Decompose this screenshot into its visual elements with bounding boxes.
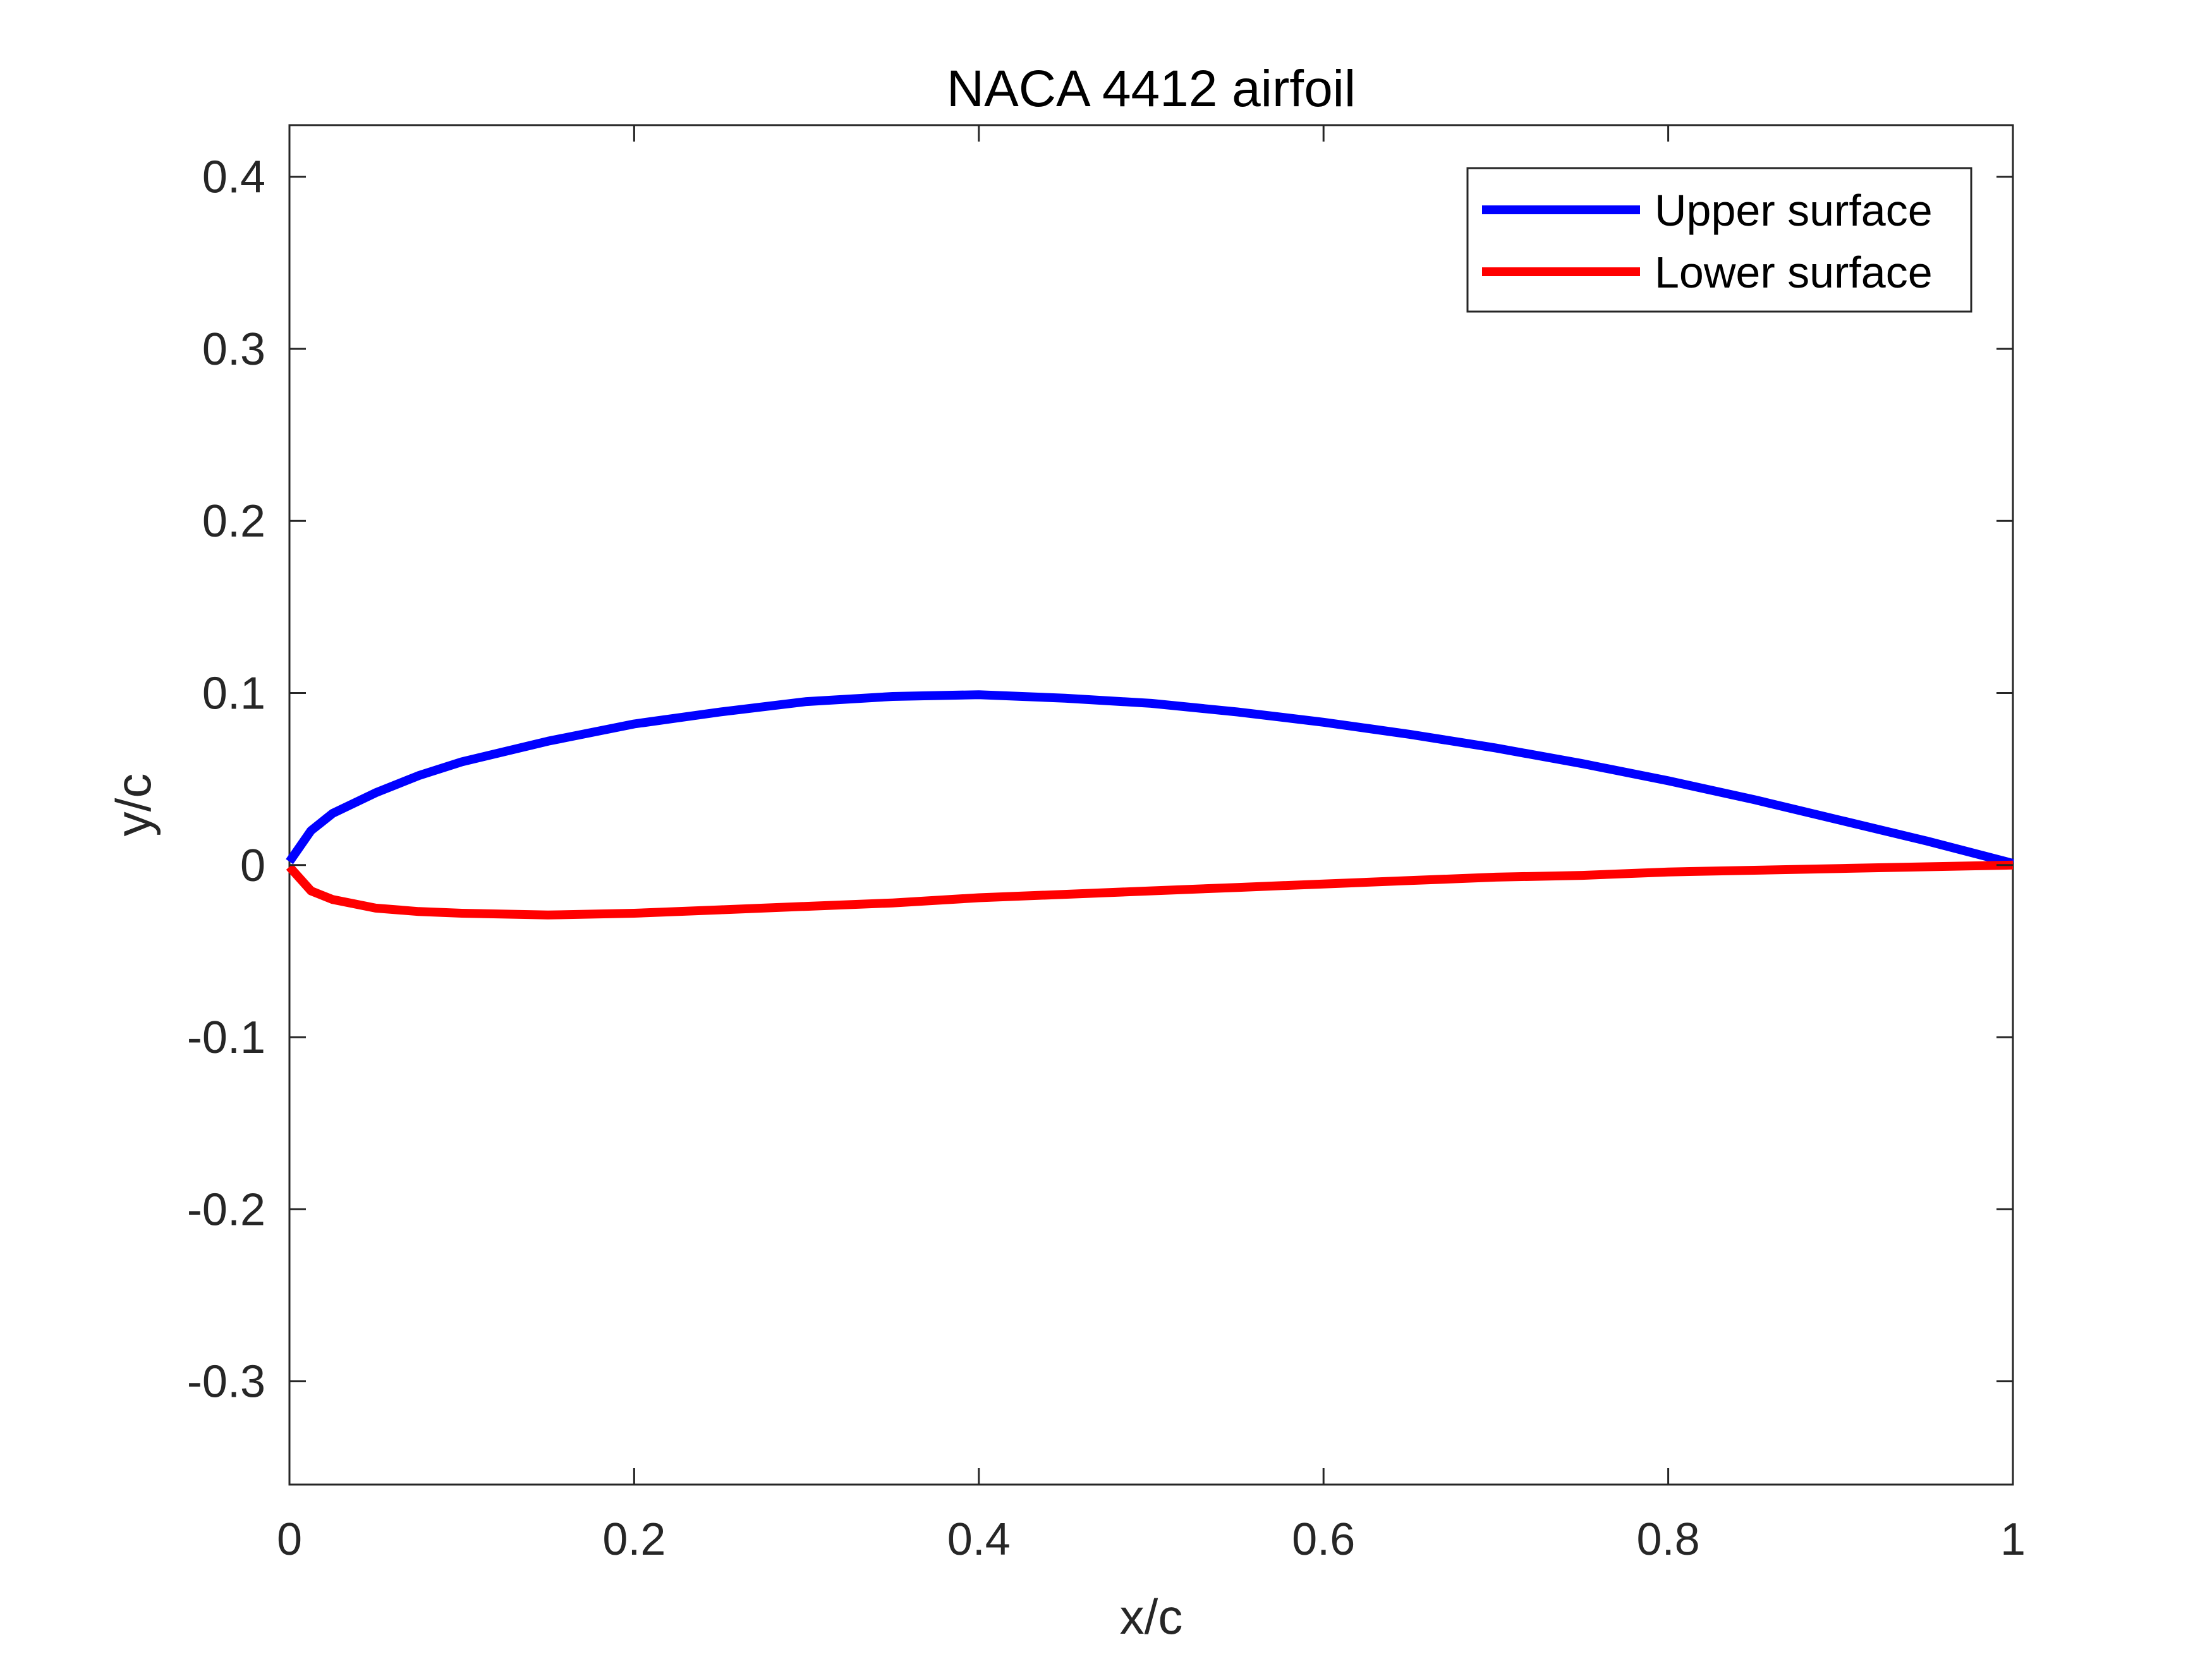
y-tick-label: 0.1 [202,669,265,719]
y-tick-label: 0 [240,841,265,891]
x-tick-label: 0.4 [947,1514,1011,1565]
x-tick-label: 0 [277,1514,302,1565]
chart-title: NACA 4412 airfoil [947,60,1356,118]
y-tick-label: -0.2 [187,1184,265,1235]
y-tick-label: 0.4 [202,152,265,203]
axes-box [288,124,2014,1486]
legend: Upper surface Lower surface [1466,167,1972,313]
y-tick-label: -0.3 [187,1357,265,1407]
x-tick-label: 0.8 [1637,1514,1700,1565]
y-tick-label: 0.3 [202,324,265,375]
legend-box [1466,167,1972,313]
y-tick-label: 0.2 [202,496,265,547]
series-line-upper [286,690,2014,868]
y-tick-label: -0.1 [187,1012,265,1063]
series-line-lower [286,860,2014,920]
y-axis-label: y/c [106,774,161,837]
plot-area: 0 0.2 0.4 0.6 0.8 1 -0.3 -0.2 -0.1 0 0.1 0.2 0.3 0.4 [187,124,2026,1565]
x-tick-label: 0.2 [602,1514,665,1565]
x-tick-label: 1 [2000,1514,2026,1565]
legend-label-upper: Upper surface [1655,186,1933,235]
x-tick-label: 0.6 [1292,1514,1355,1565]
legend-label-lower: Lower surface [1655,248,1933,297]
y-axis-ticks: -0.3 -0.2 -0.1 0 0.1 0.2 0.3 0.4 [187,152,2013,1407]
series-layer [286,690,2014,920]
x-axis-ticks: 0 0.2 0.4 0.6 0.8 1 [277,125,2026,1565]
x-axis-label: x/c [1120,1589,1183,1644]
